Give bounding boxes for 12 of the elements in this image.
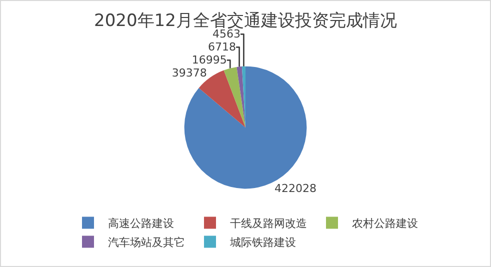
data-label: 4563 [212, 28, 240, 41]
data-label: 422028 [274, 182, 316, 195]
data-label: 6718 [208, 40, 236, 54]
data-label: 16995 [192, 54, 227, 67]
legend-label: 城际铁路建设 [229, 236, 296, 250]
data-label: 39378 [172, 66, 207, 80]
pie-slice [236, 66, 246, 128]
legend-label: 高速公路建设 [108, 217, 174, 230]
legend-label: 汽车场站及其它 [108, 236, 185, 250]
legend-label: 农村公路建设 [352, 217, 418, 230]
pie-slice [224, 66, 246, 128]
legend-label: 干线及路网改造 [230, 217, 307, 230]
